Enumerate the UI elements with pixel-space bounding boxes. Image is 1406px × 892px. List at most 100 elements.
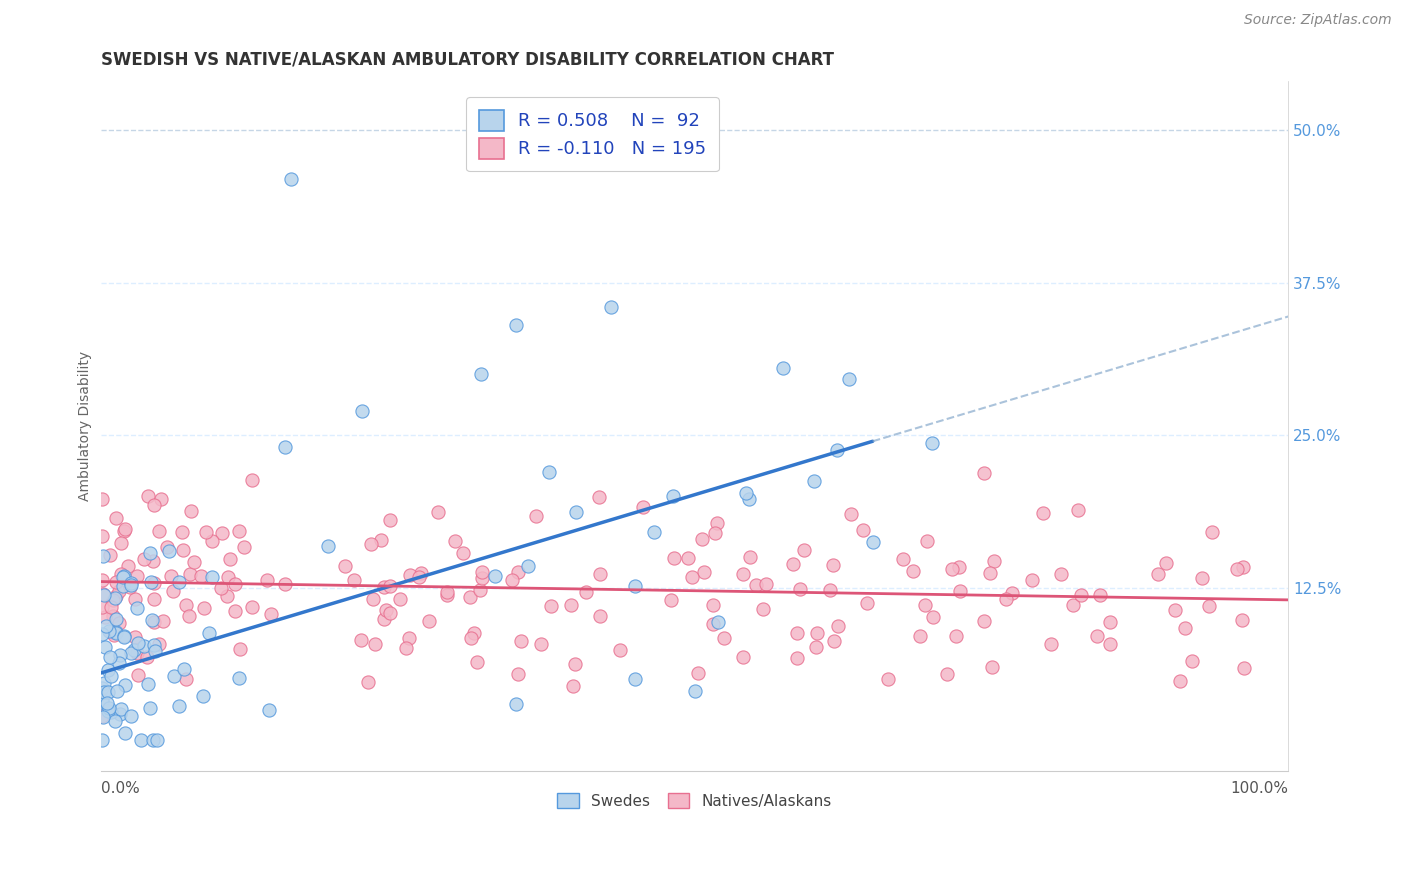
Point — [662, 551, 685, 566]
Point — [752, 602, 775, 616]
Point — [108, 656, 131, 670]
Point — [973, 466, 995, 480]
Point — [98, 701, 121, 715]
Point — [120, 708, 142, 723]
Point — [156, 541, 179, 555]
Point — [1146, 567, 1168, 582]
Point — [707, 615, 730, 629]
Point — [90, 693, 112, 707]
Point — [1039, 637, 1062, 651]
Point — [624, 672, 647, 686]
Point — [224, 577, 246, 591]
Point — [343, 573, 366, 587]
Point — [148, 524, 170, 538]
Point — [172, 525, 194, 540]
Point — [228, 524, 250, 539]
Point — [350, 633, 373, 648]
Point — [692, 533, 714, 547]
Point — [806, 640, 828, 654]
Point — [120, 575, 142, 590]
Point — [1154, 556, 1177, 570]
Point — [101, 609, 124, 624]
Point — [280, 172, 302, 186]
Point — [122, 642, 145, 657]
Point — [100, 669, 122, 683]
Point — [143, 638, 166, 652]
Point — [107, 684, 129, 698]
Point — [91, 710, 114, 724]
Point — [738, 549, 761, 564]
Point — [786, 625, 808, 640]
Point — [90, 627, 112, 641]
Point — [118, 580, 141, 594]
Point — [90, 733, 112, 747]
Point — [93, 588, 115, 602]
Point — [1099, 637, 1122, 651]
Point — [945, 629, 967, 643]
Point — [838, 372, 860, 386]
Point — [839, 507, 862, 521]
Point — [94, 618, 117, 632]
Point — [104, 714, 127, 728]
Point — [211, 581, 233, 595]
Point — [378, 513, 401, 527]
Point — [127, 646, 149, 660]
Point — [398, 632, 420, 646]
Point — [193, 601, 215, 615]
Point — [176, 673, 198, 687]
Point — [108, 616, 131, 631]
Point — [134, 552, 156, 566]
Point — [163, 668, 186, 682]
Point — [981, 660, 1004, 674]
Point — [316, 539, 339, 553]
Point — [180, 504, 202, 518]
Point — [136, 489, 159, 503]
Point — [172, 542, 194, 557]
Point — [1191, 571, 1213, 585]
Point — [103, 592, 125, 607]
Point — [256, 574, 278, 588]
Point — [589, 566, 612, 581]
Point — [97, 704, 120, 718]
Point — [789, 582, 811, 596]
Point — [1070, 588, 1092, 602]
Point — [471, 570, 494, 584]
Point — [394, 641, 416, 656]
Point — [117, 558, 139, 573]
Point — [1168, 674, 1191, 689]
Point — [408, 570, 430, 584]
Point — [949, 583, 972, 598]
Point — [142, 733, 165, 747]
Point — [1001, 586, 1024, 600]
Point — [1021, 573, 1043, 587]
Point — [224, 605, 246, 619]
Point — [96, 696, 118, 710]
Point — [979, 566, 1001, 580]
Point — [201, 570, 224, 584]
Point — [134, 639, 156, 653]
Point — [1067, 503, 1090, 517]
Point — [921, 435, 943, 450]
Point — [935, 666, 957, 681]
Point — [643, 525, 665, 540]
Point — [973, 614, 995, 628]
Point — [100, 706, 122, 720]
Point — [564, 657, 586, 671]
Text: SWEDISH VS NATIVE/ALASKAN AMBULATORY DISABILITY CORRELATION CHART: SWEDISH VS NATIVE/ALASKAN AMBULATORY DIS… — [101, 51, 834, 69]
Point — [704, 526, 727, 541]
Point — [786, 651, 808, 665]
Point — [1049, 566, 1071, 581]
Point — [1032, 507, 1054, 521]
Point — [150, 491, 173, 506]
Point — [152, 614, 174, 628]
Y-axis label: Ambulatory Disability: Ambulatory Disability — [79, 351, 93, 501]
Point — [506, 666, 529, 681]
Point — [418, 614, 440, 628]
Point — [693, 565, 716, 579]
Point — [131, 733, 153, 747]
Point — [505, 318, 527, 333]
Point — [465, 655, 488, 669]
Point — [702, 598, 724, 612]
Point — [233, 540, 256, 554]
Point — [803, 474, 825, 488]
